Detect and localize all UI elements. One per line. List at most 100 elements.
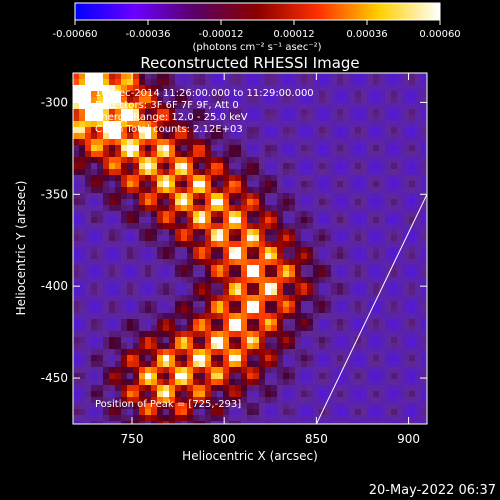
heatmap-cell — [199, 247, 205, 253]
heatmap-cell — [355, 151, 361, 157]
heatmap-cell — [139, 205, 145, 211]
heatmap-cell — [421, 163, 427, 169]
heatmap-cell — [271, 259, 277, 265]
heatmap-cell — [205, 91, 211, 97]
heatmap-cell — [217, 163, 223, 169]
heatmap-cell — [199, 229, 205, 235]
heatmap-cell — [421, 319, 427, 325]
heatmap-cell — [283, 175, 289, 181]
heatmap-cell — [91, 229, 97, 235]
heatmap-cell — [355, 277, 361, 283]
heatmap-cell — [145, 385, 151, 391]
heatmap-cell — [259, 385, 265, 391]
heatmap-cell — [361, 319, 367, 325]
heatmap-cell — [73, 217, 79, 223]
heatmap-cell — [187, 187, 193, 193]
heatmap-cell — [169, 409, 175, 415]
heatmap-cell — [103, 409, 109, 415]
heatmap-cell — [241, 421, 247, 424]
heatmap-cell — [229, 295, 235, 301]
heatmap-cell — [175, 343, 181, 349]
heatmap-cell — [253, 361, 259, 367]
heatmap-cell — [373, 331, 379, 337]
heatmap-cell — [91, 277, 97, 283]
heatmap-cell — [415, 181, 421, 187]
heatmap-cell — [403, 121, 409, 127]
heatmap-cell — [271, 91, 277, 97]
heatmap-cell — [349, 217, 355, 223]
heatmap-cell — [367, 193, 373, 199]
heatmap-cell — [235, 301, 241, 307]
heatmap-cell — [349, 163, 355, 169]
heatmap-cell — [163, 199, 169, 205]
heatmap-cell — [349, 415, 355, 421]
heatmap-cell — [181, 265, 187, 271]
heatmap-cell — [319, 397, 325, 403]
heatmap-cell — [295, 175, 301, 181]
heatmap-cell — [85, 403, 91, 409]
heatmap-cell — [217, 211, 223, 217]
heatmap-cell — [355, 295, 361, 301]
heatmap-cell — [397, 409, 403, 415]
heatmap-cell — [289, 385, 295, 391]
heatmap-cell — [325, 379, 331, 385]
heatmap-cell — [157, 169, 163, 175]
heatmap-cell — [235, 343, 241, 349]
heatmap-cell — [199, 253, 205, 259]
heatmap-cell — [391, 211, 397, 217]
heatmap-cell — [169, 391, 175, 397]
heatmap-cell — [187, 295, 193, 301]
heatmap-cell — [121, 235, 127, 241]
heatmap-cell — [115, 421, 121, 424]
heatmap-cell — [337, 163, 343, 169]
heatmap-cell — [133, 97, 139, 103]
heatmap-cell — [265, 169, 271, 175]
heatmap-cell — [385, 355, 391, 361]
heatmap-cell — [79, 259, 85, 265]
heatmap-cell — [91, 241, 97, 247]
heatmap-cell — [133, 337, 139, 343]
heatmap-cell — [229, 313, 235, 319]
heatmap-cell — [295, 421, 301, 424]
heatmap-cell — [199, 331, 205, 337]
heatmap-cell — [115, 235, 121, 241]
heatmap-cell — [193, 235, 199, 241]
heatmap-cell — [229, 373, 235, 379]
heatmap-cell — [103, 379, 109, 385]
heatmap-cell — [241, 319, 247, 325]
heatmap-cell — [211, 241, 217, 247]
heatmap-cell — [145, 115, 151, 121]
heatmap-cell — [253, 277, 259, 283]
heatmap-cell — [187, 283, 193, 289]
heatmap-cell — [277, 205, 283, 211]
heatmap-cell — [349, 295, 355, 301]
heatmap-cell — [175, 361, 181, 367]
heatmap-cell — [361, 253, 367, 259]
heatmap-cell — [79, 241, 85, 247]
heatmap-cell — [379, 187, 385, 193]
heatmap-cell — [391, 367, 397, 373]
heatmap-cell — [181, 115, 187, 121]
heatmap-cell — [145, 241, 151, 247]
heatmap-cell — [211, 73, 217, 79]
heatmap-cell — [133, 187, 139, 193]
heatmap-cell — [355, 379, 361, 385]
heatmap-cell — [205, 421, 211, 424]
heatmap-cell — [403, 313, 409, 319]
heatmap-cell — [391, 175, 397, 181]
heatmap-cell — [319, 109, 325, 115]
heatmap-cell — [229, 79, 235, 85]
heatmap-cell — [97, 355, 103, 361]
heatmap-cell — [169, 265, 175, 271]
heatmap-cell — [259, 211, 265, 217]
heatmap-cell — [337, 133, 343, 139]
heatmap-cell — [223, 355, 229, 361]
heatmap-cell — [229, 115, 235, 121]
heatmap-cell — [229, 97, 235, 103]
heatmap-cell — [151, 169, 157, 175]
heatmap-cell — [397, 205, 403, 211]
heatmap-cell — [115, 355, 121, 361]
colorbar-ticks: -0.00060 -0.00036 -0.00012 0.00012 0.00036 0.… — [53, 20, 461, 40]
heatmap-cell — [391, 253, 397, 259]
heatmap-cell — [349, 145, 355, 151]
